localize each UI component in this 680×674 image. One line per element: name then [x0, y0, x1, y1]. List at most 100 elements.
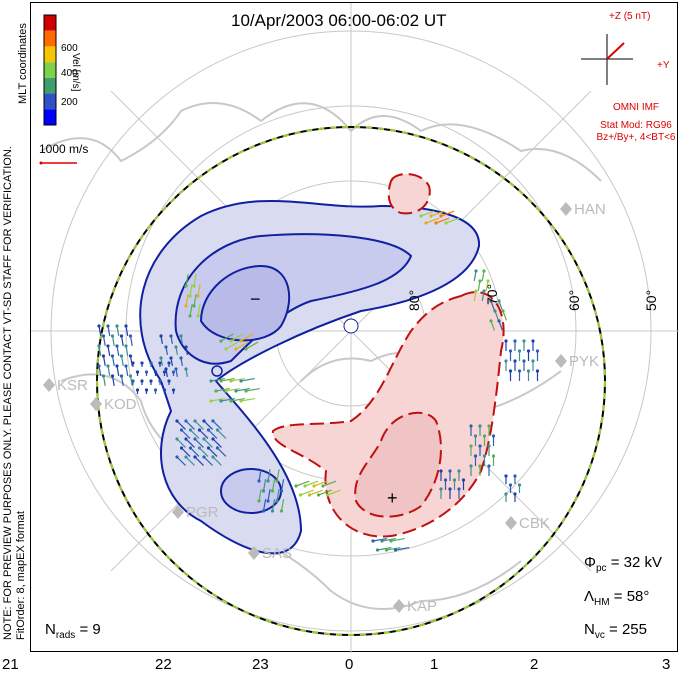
velocity-vector [111, 375, 115, 386]
velocity-vector [322, 480, 337, 487]
radar-site-label: HAN [574, 201, 606, 218]
vector-origin [513, 474, 517, 478]
vector-origin [257, 499, 261, 503]
velocity-vector [271, 479, 276, 492]
vector-origin [171, 388, 176, 392]
vector-origin [244, 347, 248, 351]
velocity-vector [271, 499, 276, 512]
colorbar-segment [44, 77, 56, 94]
velocity-vector [208, 429, 218, 439]
vector-origin [531, 339, 535, 343]
vector-origin [469, 444, 473, 448]
mlt-label-22: 22 [155, 656, 172, 673]
vector-origin [526, 369, 531, 373]
radar-site-marker [90, 397, 102, 411]
vector-origin [393, 548, 398, 552]
vector-origin [196, 314, 200, 318]
velocity-vector [386, 546, 401, 551]
velocity-vector [295, 480, 310, 487]
vector-origin [192, 304, 196, 308]
potential-minimum-marker: − [250, 289, 261, 309]
velocity-vector [485, 280, 489, 291]
vector-origin [131, 379, 135, 383]
vector-origin [206, 446, 211, 450]
velocity-vector [194, 456, 204, 466]
mlt-label-3: 3 [662, 656, 671, 673]
velocity-vector [98, 325, 102, 336]
vector-origin [184, 304, 188, 308]
velocity-vector [185, 294, 189, 307]
velocity-vector [194, 438, 204, 448]
velocity-vector [125, 345, 129, 356]
velocity-vector [327, 489, 341, 496]
vector-origin [448, 487, 452, 491]
vector-origin [517, 369, 522, 373]
vector-origin [270, 509, 275, 513]
latitude-labels: 80° 70° 60° 50° [406, 284, 659, 311]
latitude-label: 80° [406, 290, 422, 311]
pos-cell-outer [271, 291, 505, 538]
vector-origin [384, 548, 389, 552]
velocity-vector [300, 489, 314, 496]
vector-origin [307, 493, 312, 497]
vector-origin [487, 464, 491, 468]
vector-origin [106, 364, 110, 368]
vector-origin [119, 374, 124, 378]
vector-origin [474, 269, 478, 273]
vector-origin [202, 455, 206, 459]
vector-origin [239, 339, 243, 343]
velocity-vector [190, 447, 200, 457]
vector-origin [473, 454, 478, 458]
scale-vector-dot [39, 161, 43, 165]
vector-origin [197, 446, 202, 450]
vector-origin [149, 361, 153, 365]
vector-origin [270, 489, 275, 493]
vector-origin [497, 319, 501, 323]
vector-origin [159, 356, 163, 360]
velocity-vector [98, 345, 102, 356]
velocity-vector [102, 335, 106, 346]
velocity-vector [502, 310, 507, 321]
vector-origin [184, 284, 188, 288]
vector-origin [184, 345, 188, 349]
vector-origin [188, 428, 193, 432]
vector-origin [504, 339, 508, 343]
vector-origin [215, 428, 220, 432]
vector-origin [508, 349, 513, 353]
vector-origin [239, 399, 243, 403]
radar-sites: HAN PYK KSR KOD PGR SAS KAP CBK [43, 201, 606, 615]
velocity-vector [430, 210, 445, 217]
vector-origin [482, 454, 487, 458]
velocity-vector [107, 325, 111, 336]
vector-origin [124, 324, 128, 328]
velocity-vector [276, 489, 280, 502]
radar-site-marker [505, 516, 517, 530]
vector-origin [149, 379, 153, 383]
vector-origin [443, 478, 448, 482]
vector-origin [188, 294, 192, 298]
vector-origin [371, 539, 375, 543]
velocity-vector [498, 320, 503, 331]
vector-origin [298, 493, 303, 497]
latitude-label: 70° [484, 284, 500, 305]
vector-origin [153, 388, 158, 392]
velocity-vector [116, 345, 120, 356]
vector-origin [526, 349, 531, 353]
velocity-vector [98, 365, 102, 376]
velocity-vector [230, 397, 245, 402]
imf-model-line2: Bz+/By+, 4<BT<6 [596, 132, 676, 143]
vector-origin [508, 369, 513, 373]
vector-origin [115, 344, 119, 348]
vector-origin [115, 324, 119, 328]
vector-origin [234, 389, 238, 393]
velocity-vector [125, 365, 129, 376]
vector-origin [229, 379, 233, 383]
vector-origin [158, 361, 162, 365]
imf-vector [606, 42, 625, 60]
velocity-vector [377, 546, 392, 551]
radar-site-label: CBK [519, 515, 550, 532]
vector-origin [115, 364, 119, 368]
vector-origin [97, 364, 101, 368]
velocity-vector [208, 447, 218, 457]
velocity-vector [220, 377, 235, 382]
